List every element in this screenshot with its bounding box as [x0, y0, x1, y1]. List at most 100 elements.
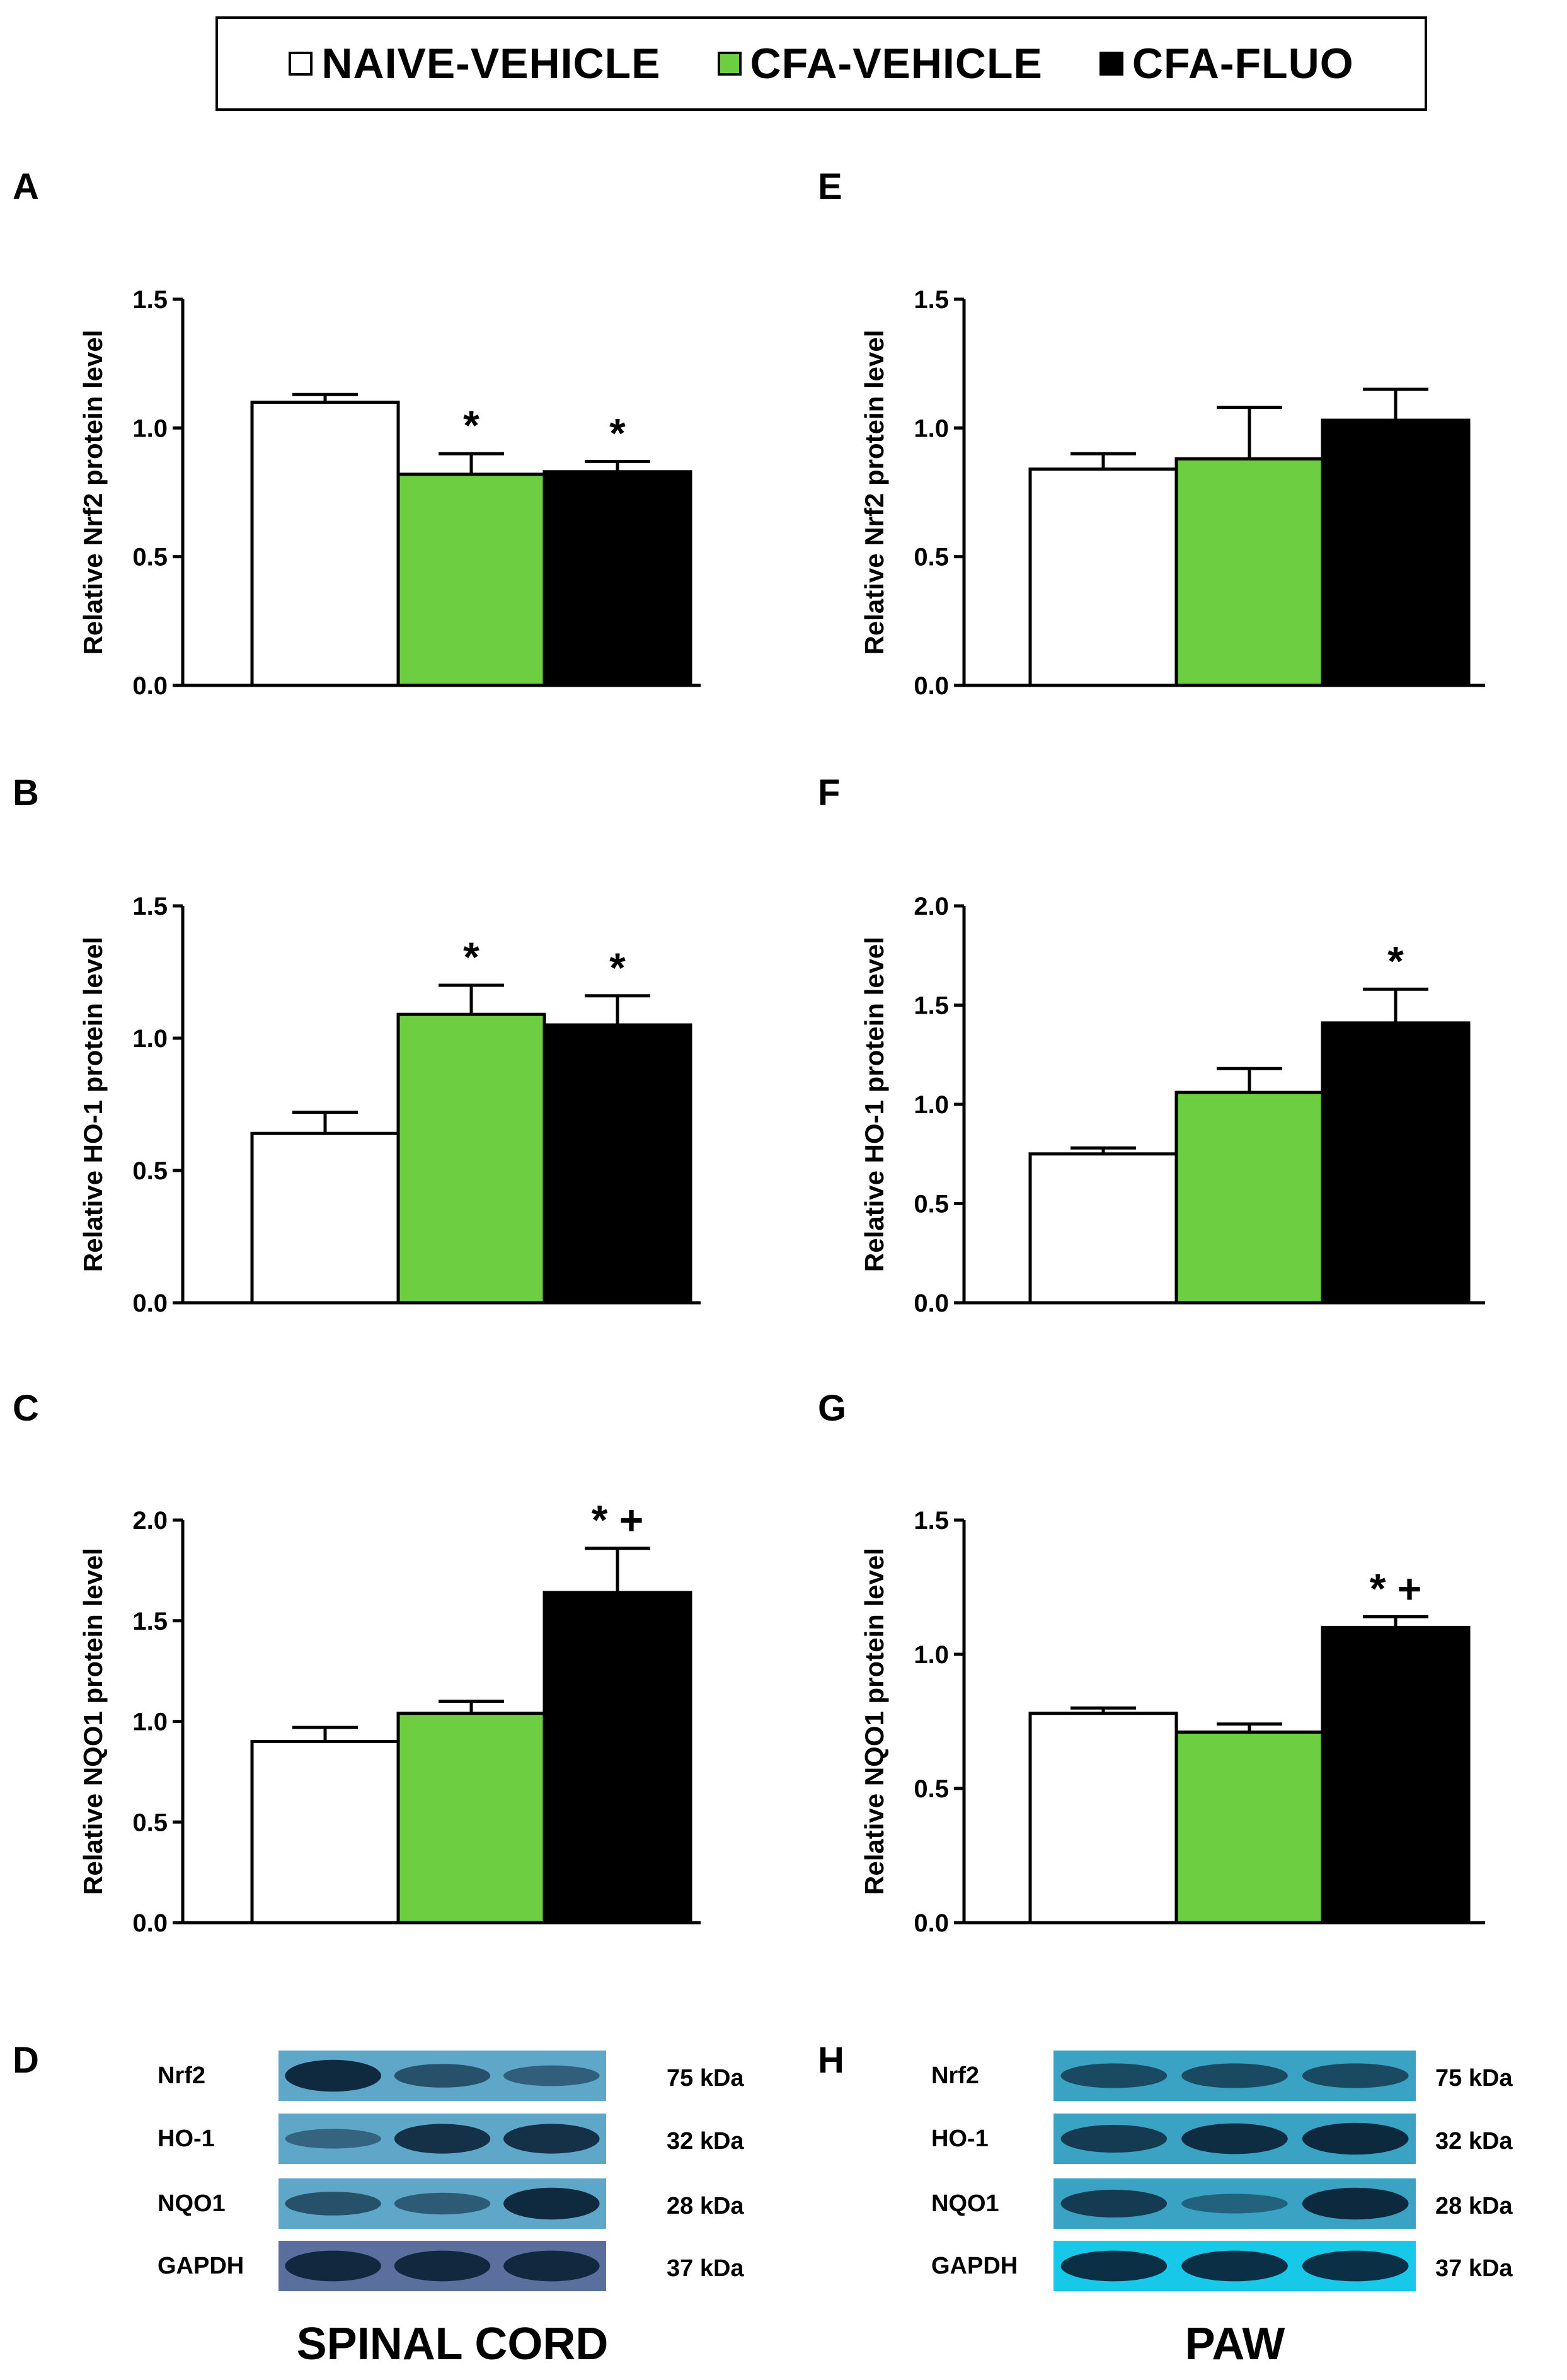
y-axis-label-b: Relative HO-1 protein level [78, 937, 108, 1272]
bar-f-naive-vehicle [1028, 1152, 1178, 1305]
blot-band-d-nrf2-cfa-vehicle [394, 2064, 491, 2088]
blot-band-d-gapdh-naive-vehicle [285, 2250, 381, 2282]
significance-f-cfa-fluo: * [1387, 937, 1404, 984]
y-axis-label-f: Relative HO-1 protein level [859, 937, 889, 1272]
bar-f-cfa-vehicle [1174, 1090, 1324, 1305]
significance-a-cfa-fluo: * [609, 409, 626, 456]
bar-b-cfa-fluo [542, 1023, 692, 1305]
significance-a-cfa-vehicle: * [463, 402, 479, 449]
y-tick-label-a-3: 1.5 [132, 286, 168, 314]
y-tick-label-c-0: 0.0 [132, 1909, 168, 1937]
y-tick-label-g-0: 0.0 [914, 1909, 949, 1937]
y-tick-label-c-3: 1.5 [132, 1608, 168, 1635]
blot-protein-label-d-gapdh: GAPDH [158, 2253, 244, 2279]
bar-c-cfa-vehicle [396, 1712, 546, 1925]
panel-letter-a: A [13, 166, 39, 207]
bar-a-cfa-fluo [542, 470, 692, 687]
y-tick-label-g-1: 0.5 [914, 1775, 949, 1803]
y-tick-label-f-1: 0.5 [914, 1191, 949, 1218]
y-tick-label-b-2: 1.0 [132, 1025, 168, 1053]
blot-band-d-nqo1-cfa-vehicle [394, 2192, 491, 2215]
blot-protein-label-h-ho-1: HO-1 [931, 2125, 989, 2152]
legend-swatch-cfa-fluo [1099, 52, 1123, 76]
blot-weight-label-d-nqo1: 28 kDa [667, 2193, 744, 2219]
legend-entry-naive-vehicle: NAIVE-VEHICLE [289, 39, 660, 88]
significance-b-cfa-fluo: * [609, 944, 626, 991]
blot-weight-label-h-gapdh: 37 kDa [1435, 2255, 1513, 2282]
blot-band-d-ho-1-cfa-fluo [503, 2124, 600, 2154]
blot-weight-label-d-nrf2: 75 kDa [667, 2065, 744, 2091]
legend-swatch-naive-vehicle [289, 52, 313, 76]
y-tick-label-b-0: 0.0 [132, 1290, 168, 1317]
blot-band-d-nrf2-cfa-fluo [503, 2065, 600, 2086]
legend-label-cfa-vehicle: CFA-VEHICLE [750, 40, 1043, 88]
panel-letter-e: E [818, 166, 842, 207]
blot-protein-label-d-nqo1: NQO1 [158, 2190, 226, 2217]
bar-e-cfa-vehicle [1174, 457, 1324, 687]
blot-band-h-gapdh-naive-vehicle [1060, 2250, 1168, 2282]
blot-title-d: SPINAL CORD [297, 2319, 609, 2369]
bar-b-naive-vehicle [250, 1131, 400, 1305]
blot-band-d-nqo1-cfa-fluo [503, 2187, 600, 2220]
bar-g-naive-vehicle [1028, 1712, 1178, 1925]
y-tick-label-f-3: 1.5 [914, 992, 949, 1020]
blot-protein-label-d-ho-1: HO-1 [158, 2125, 215, 2152]
panel-letter-c: C [13, 1388, 39, 1429]
y-tick-label-g-2: 1.0 [914, 1641, 949, 1669]
blot-band-h-gapdh-cfa-vehicle [1181, 2250, 1288, 2282]
blot-band-d-ho-1-naive-vehicle [285, 2129, 381, 2149]
panel-letter-g: G [818, 1388, 846, 1429]
y-tick-label-c-4: 2.0 [132, 1507, 168, 1535]
blot-weight-label-h-nqo1: 28 kDa [1435, 2193, 1513, 2219]
blot-band-h-gapdh-cfa-fluo [1302, 2250, 1409, 2282]
bar-c-naive-vehicle [250, 1739, 400, 1925]
blot-weight-label-h-nrf2: 75 kDa [1435, 2065, 1513, 2091]
blot-band-d-gapdh-cfa-vehicle [394, 2250, 491, 2282]
legend-swatch-cfa-vehicle [717, 52, 742, 76]
blot-title-h: PAW [1185, 2319, 1285, 2369]
y-tick-label-a-1: 0.5 [132, 544, 168, 571]
y-tick-label-e-0: 0.0 [914, 672, 949, 700]
bar-b-cfa-vehicle [396, 1012, 546, 1305]
blot-band-h-ho-1-cfa-vehicle [1181, 2123, 1288, 2154]
blot-band-d-ho-1-cfa-vehicle [394, 2124, 491, 2154]
blot-protein-label-h-gapdh: GAPDH [931, 2253, 1018, 2279]
blot-band-h-nqo1-naive-vehicle [1060, 2190, 1168, 2217]
blot-weight-label-h-ho-1: 32 kDa [1435, 2128, 1513, 2154]
western-blot-d: D Nrf2 75 kDa HO-1 32 kDa NQO1 28 kDa GAPDH 37 k… [13, 2040, 744, 2369]
blot-protein-label-d-nrf2: Nrf2 [158, 2062, 205, 2089]
panel-letter-b: B [13, 772, 39, 813]
blot-band-d-nqo1-naive-vehicle [285, 2192, 381, 2216]
y-tick-label-c-1: 0.5 [132, 1809, 168, 1836]
chart-panel-b: B 0.0 0.5 1.0 1.5 Relative HO-1 protein level… [13, 772, 701, 1317]
panel-letter-h: H [818, 2040, 844, 2081]
y-tick-label-f-0: 0.0 [914, 1290, 949, 1317]
chart-panel-f: F 0.0 0.5 1.0 1.5 2.0 Relative HO-1 protein le… [818, 772, 1485, 1317]
y-tick-label-b-3: 1.5 [132, 893, 168, 920]
y-tick-label-a-2: 1.0 [132, 415, 168, 442]
blot-band-d-nrf2-naive-vehicle [285, 2059, 381, 2092]
legend-label-naive-vehicle: NAIVE-VEHICLE [321, 40, 661, 88]
y-tick-label-f-2: 1.0 [914, 1091, 949, 1119]
blot-band-d-gapdh-cfa-fluo [503, 2250, 600, 2282]
legend-entry-cfa-vehicle: CFA-VEHICLE [717, 39, 1043, 88]
chart-panel-a: A 0.0 0.5 1.0 1.5 Relative Nrf2 protein level… [13, 166, 701, 700]
blot-weight-label-d-ho-1: 32 kDa [667, 2128, 744, 2154]
blot-protein-label-h-nrf2: Nrf2 [931, 2062, 979, 2089]
bar-a-cfa-vehicle [396, 472, 546, 687]
y-tick-label-e-3: 1.5 [914, 286, 949, 314]
bar-c-cfa-fluo [542, 1591, 692, 1925]
western-blot-h: H Nrf2 75 kDa HO-1 32 kDa NQO1 28 kDa GAPDH 37 k… [818, 2040, 1513, 2369]
y-tick-label-a-0: 0.0 [132, 672, 168, 700]
significance-c-cfa-fluo: * + [592, 1497, 644, 1543]
panel-letter-d: D [13, 2040, 39, 2081]
blot-band-h-ho-1-naive-vehicle [1060, 2125, 1168, 2153]
y-tick-label-c-2: 1.0 [132, 1708, 168, 1736]
y-tick-label-e-2: 1.0 [914, 415, 949, 442]
y-axis-label-g: Relative NQO1 protein level [859, 1548, 889, 1895]
chart-panel-e: E 0.0 0.5 1.0 1.5 Relative Nrf2 protein level [818, 166, 1485, 700]
bar-a-naive-vehicle [250, 400, 400, 687]
blot-band-h-nrf2-cfa-vehicle [1181, 2063, 1288, 2088]
blot-band-h-nqo1-cfa-vehicle [1181, 2194, 1288, 2214]
